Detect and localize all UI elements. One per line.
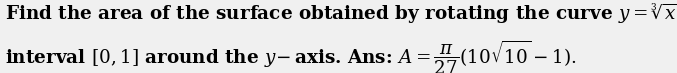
Text: Find the area of the surface obtained by rotating the curve $y = \sqrt[3]{x}$ on: Find the area of the surface obtained by… [5,2,677,26]
Text: interval $[0,1]$ around the $y\!-$axis. Ans: $A = \dfrac{\pi}{27}(10\sqrt{10} - : interval $[0,1]$ around the $y\!-$axis. … [5,39,577,73]
